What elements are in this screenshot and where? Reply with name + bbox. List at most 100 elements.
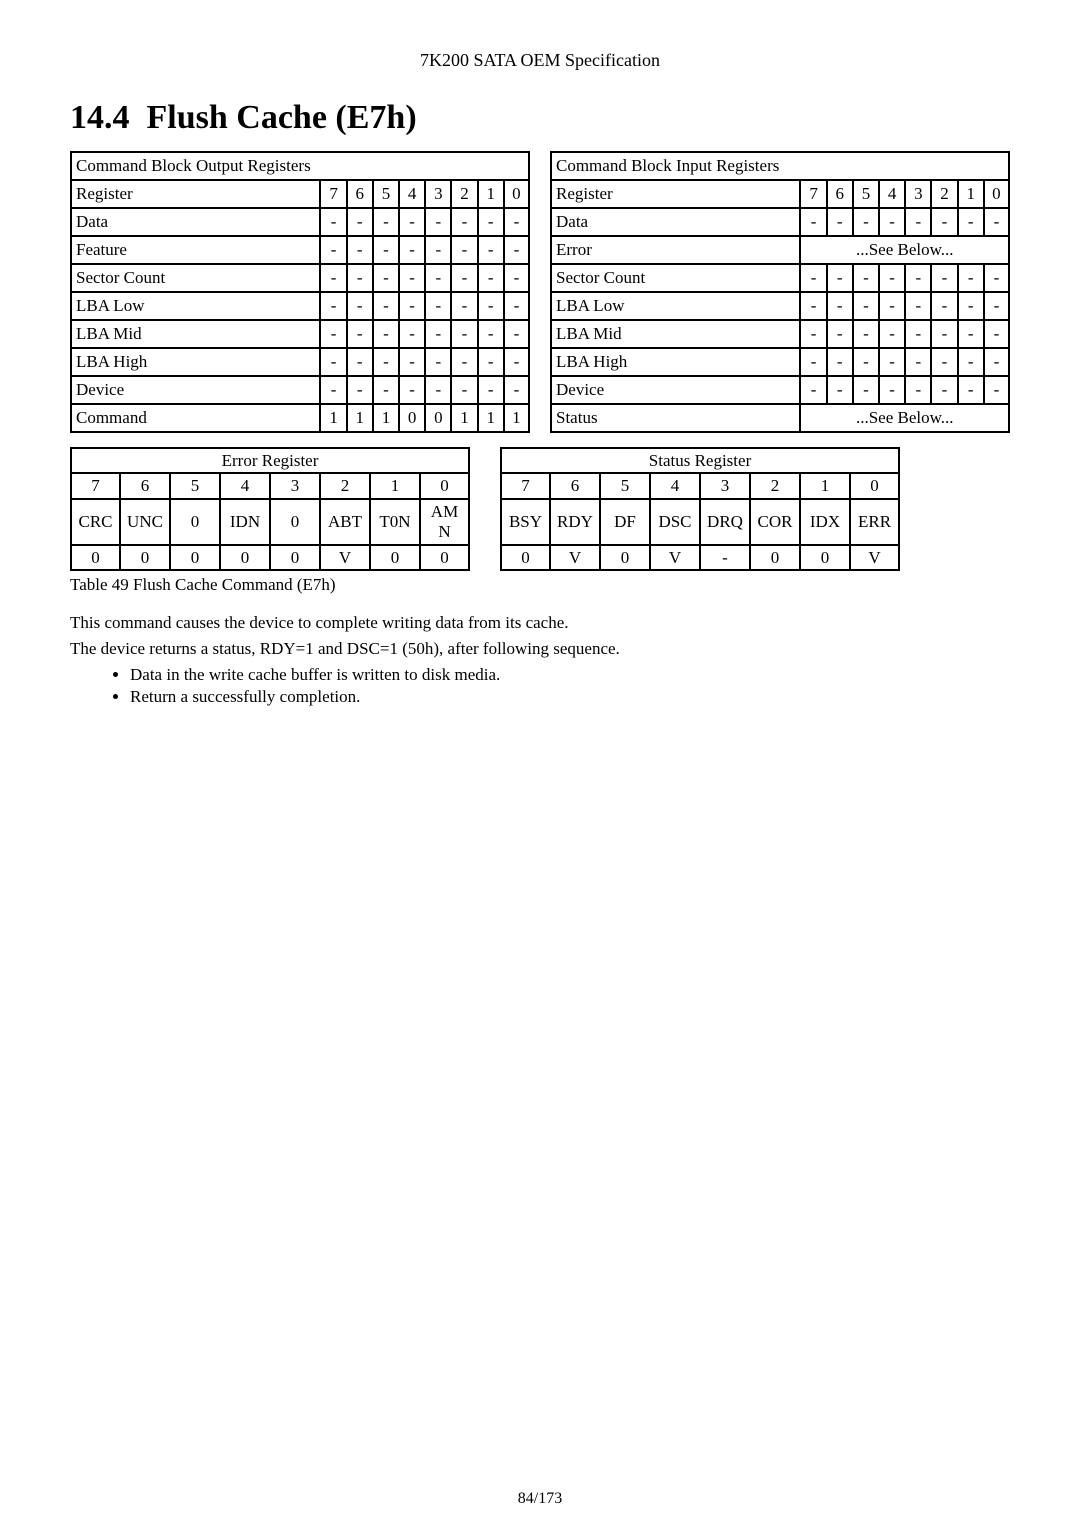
paragraph: The device returns a status, RDY=1 and D…	[70, 639, 1010, 659]
bit-number: 0	[850, 473, 900, 499]
register-bit-cell: -	[347, 376, 373, 404]
bit-value: 0	[270, 545, 320, 571]
register-label: LBA Mid	[550, 320, 800, 348]
register-bit-cell: -	[931, 348, 957, 376]
register-bit-cell: -	[425, 264, 451, 292]
bit-label: BSY	[500, 499, 550, 545]
bit-value: 0	[420, 545, 470, 571]
register-bit-cell: -	[425, 320, 451, 348]
bullet-list: Data in the write cache buffer is writte…	[130, 665, 1010, 707]
register-bit-cell: -	[320, 236, 346, 264]
bit-value: 0	[750, 545, 800, 571]
bit-number: 3	[270, 473, 320, 499]
register-bit-cell: 1	[478, 404, 504, 433]
register-bit-cell: -	[451, 292, 477, 320]
register-bit-cell: 1	[451, 404, 477, 433]
section-title: 14.4 Flush Cache (E7h)	[70, 99, 1010, 137]
register-bit-cell: -	[373, 264, 399, 292]
section-number: 14.4	[70, 99, 130, 136]
register-bit-cell: -	[373, 236, 399, 264]
register-bit-cell: -	[504, 348, 530, 376]
register-bit-cell: -	[320, 264, 346, 292]
register-bit-cell: -	[931, 292, 957, 320]
register-bit-cell: -	[425, 236, 451, 264]
register-bit-cell: -	[451, 236, 477, 264]
bit-header: 2	[931, 180, 957, 208]
register-bit-cell: -	[425, 348, 451, 376]
register-bit-cell: -	[399, 264, 425, 292]
register-label: LBA High	[70, 348, 320, 376]
bit-value: V	[650, 545, 700, 571]
bit-value: V	[550, 545, 600, 571]
output-registers-table: Command Block Output RegistersRegister76…	[70, 151, 530, 433]
bit-header: 7	[320, 180, 346, 208]
register-bit-cell: -	[931, 208, 957, 236]
register-label: LBA Low	[550, 292, 800, 320]
register-bit-cell: -	[399, 208, 425, 236]
bit-header: 3	[425, 180, 451, 208]
bit-number: 1	[800, 473, 850, 499]
register-bit-cell: -	[984, 320, 1010, 348]
register-bit-cell: -	[827, 320, 853, 348]
register-bit-cell: -	[879, 320, 905, 348]
bits-table-title: Error Register	[70, 447, 470, 473]
register-bit-cell: -	[853, 264, 879, 292]
register-bit-cell: -	[800, 320, 826, 348]
register-bit-cell: -	[451, 348, 477, 376]
input-registers-table: Command Block Input RegistersRegister765…	[550, 151, 1010, 433]
register-bit-cell: -	[827, 292, 853, 320]
bit-value: 0	[220, 545, 270, 571]
register-bit-cell: -	[853, 348, 879, 376]
register-span-value: ...See Below...	[800, 236, 1010, 264]
bit-value: 0	[120, 545, 170, 571]
bit-number: 2	[320, 473, 370, 499]
register-bit-cell: -	[425, 208, 451, 236]
register-label: LBA High	[550, 348, 800, 376]
register-label: Sector Count	[70, 264, 320, 292]
list-item: Data in the write cache buffer is writte…	[130, 665, 1010, 685]
register-label: LBA Mid	[70, 320, 320, 348]
register-bit-cell: -	[373, 208, 399, 236]
register-bit-cell: -	[958, 208, 984, 236]
register-bit-cell: -	[504, 236, 530, 264]
register-bit-cell: 1	[320, 404, 346, 433]
register-label: Sector Count	[550, 264, 800, 292]
bit-number: 0	[420, 473, 470, 499]
register-bit-cell: -	[347, 292, 373, 320]
register-bit-cell: -	[958, 348, 984, 376]
bit-value: 0	[370, 545, 420, 571]
register-bit-cell: -	[504, 208, 530, 236]
register-bit-cell: -	[958, 292, 984, 320]
bit-value: V	[320, 545, 370, 571]
register-bit-cell: -	[478, 236, 504, 264]
register-bit-cell: -	[800, 208, 826, 236]
register-bit-cell: -	[800, 292, 826, 320]
register-bit-cell: -	[905, 292, 931, 320]
register-bit-cell: -	[879, 264, 905, 292]
bit-number: 6	[120, 473, 170, 499]
register-bit-cell: -	[905, 264, 931, 292]
register-bit-cell: -	[853, 320, 879, 348]
bit-number: 1	[370, 473, 420, 499]
register-bit-cell: -	[984, 348, 1010, 376]
register-label: Error	[550, 236, 800, 264]
bit-label: IDN	[220, 499, 270, 545]
bit-number: 4	[650, 473, 700, 499]
register-bit-cell: -	[984, 376, 1010, 404]
bit-label: DF	[600, 499, 650, 545]
register-bit-cell: -	[399, 320, 425, 348]
bit-label: RDY	[550, 499, 600, 545]
bit-header: 7	[800, 180, 826, 208]
bit-number: 7	[500, 473, 550, 499]
error-register-table: Error Register76543210CRCUNC0IDN0ABTT0NA…	[70, 447, 470, 571]
bit-header: 1	[958, 180, 984, 208]
register-label: LBA Low	[70, 292, 320, 320]
register-bit-cell: -	[827, 208, 853, 236]
register-bit-cell: -	[373, 292, 399, 320]
register-bit-cell: -	[347, 208, 373, 236]
register-bit-cell: -	[958, 264, 984, 292]
register-bit-cell: -	[879, 348, 905, 376]
register-bit-cell: -	[504, 376, 530, 404]
register-bit-cell: -	[504, 264, 530, 292]
register-bit-cell: -	[399, 236, 425, 264]
